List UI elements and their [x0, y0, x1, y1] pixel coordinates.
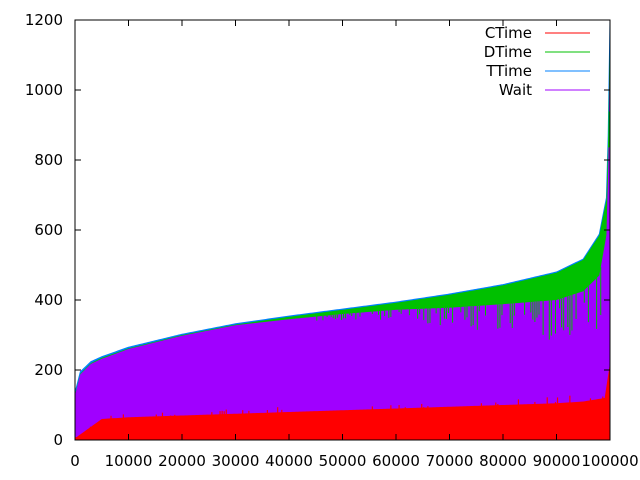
x-tick-label: 90000	[533, 452, 581, 470]
x-tick-label: 60000	[372, 452, 420, 470]
x-tick-label: 30000	[212, 452, 260, 470]
axis-ticks: 0 10000 20000 30000 40000 50000 60000 70000 8000…	[25, 11, 639, 470]
x-tick-label: 0	[70, 452, 80, 470]
area-ctime	[75, 363, 610, 440]
x-tick-label: 100000	[581, 452, 638, 470]
y-tick-label: 0	[53, 431, 63, 449]
y-tick-label: 600	[34, 221, 63, 239]
y-tick-label: 200	[34, 361, 63, 379]
y-tick-label: 1200	[25, 11, 63, 29]
legend-label-ctime: CTime	[485, 24, 532, 42]
x-tick-label: 20000	[158, 452, 206, 470]
x-tick-label: 70000	[426, 452, 474, 470]
chart-areas	[74, 19, 611, 441]
y-tick-label: 1000	[25, 81, 63, 99]
y-tick-label: 800	[34, 151, 63, 169]
legend-label-dtime: DTime	[484, 43, 532, 61]
legend-label-wait: Wait	[499, 81, 532, 99]
x-tick-label: 50000	[319, 452, 367, 470]
x-tick-label: 40000	[265, 452, 313, 470]
x-tick-label: 80000	[479, 452, 527, 470]
y-tick-label: 400	[34, 291, 63, 309]
chart-spikes	[75, 111, 610, 440]
x-tick-label: 10000	[105, 452, 153, 470]
legend-label-ttime: TTime	[485, 62, 532, 80]
area-wait	[75, 37, 610, 440]
